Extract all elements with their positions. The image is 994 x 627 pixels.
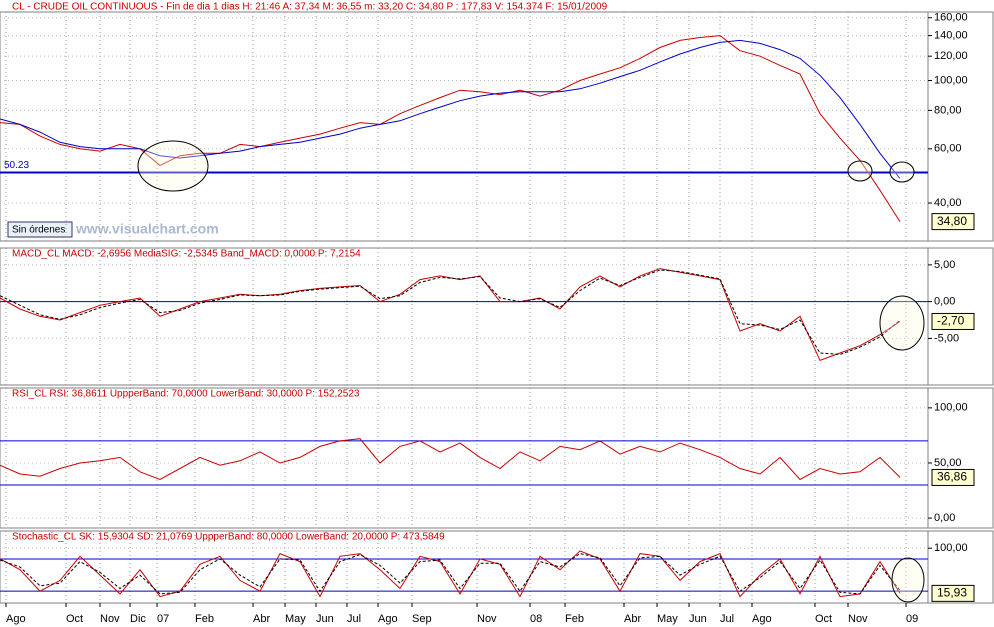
x-tick-label: Ago <box>752 613 772 625</box>
y-tick-label: 0,00 <box>934 512 955 524</box>
y-tick-label: 0,00 <box>934 296 955 308</box>
x-tick-label: 08 <box>530 613 542 625</box>
x-tick-label: May <box>657 613 678 625</box>
x-tick-label: Ago <box>378 613 398 625</box>
panel-frame <box>0 530 994 604</box>
current-value-label: 36,86 <box>937 470 967 484</box>
x-tick-label: 09 <box>906 613 918 625</box>
annotation-ellipse <box>889 161 915 183</box>
x-tick-label: Oct <box>815 613 832 625</box>
x-tick-label: Jun <box>689 613 707 625</box>
series-line <box>0 39 901 179</box>
orders-button-label[interactable]: Sin órdenes <box>12 225 65 236</box>
current-value-box <box>931 584 975 602</box>
y-tick-label: 140,00 <box>934 29 968 41</box>
x-tick-label: Jul <box>347 613 361 625</box>
x-tick-label: 07 <box>157 613 169 625</box>
series-line <box>0 269 901 356</box>
series-line <box>0 438 901 481</box>
current-value-box <box>931 312 975 330</box>
panel-frame <box>0 11 994 242</box>
x-tick-label: Feb <box>195 613 214 625</box>
panel-title: RSI_CL RSI: 36,8611 UppperBand: 70,0000 … <box>12 389 360 400</box>
current-value-label: -2,70 <box>937 314 965 328</box>
x-tick-label: Dic <box>130 613 146 625</box>
current-value-label: 15,93 <box>937 586 967 600</box>
x-tick-label: Feb <box>565 613 584 625</box>
level-label: 50.23 <box>4 160 29 171</box>
y-tick-label: 100,00 <box>934 402 968 414</box>
y-tick-label: 100,00 <box>934 74 968 86</box>
y-tick-label: 5,00 <box>934 259 955 271</box>
panel-title: Stochastic_CL SK: 15,9304 SD: 21,0769 Up… <box>12 532 445 543</box>
annotation-ellipse <box>847 160 873 182</box>
series-line <box>0 35 901 222</box>
x-tick-label: Nov <box>100 613 120 625</box>
x-tick-label: Jun <box>316 613 334 625</box>
x-tick-label: Ago <box>6 613 26 625</box>
annotation-ellipse <box>879 295 925 351</box>
series-line <box>0 553 901 595</box>
x-tick-label: Nov <box>477 613 497 625</box>
x-tick-label: May <box>285 613 306 625</box>
y-tick-label: 40,00 <box>934 197 962 209</box>
x-tick-label: Abr <box>624 613 641 625</box>
x-tick-label: Sep <box>412 613 432 625</box>
y-tick-label: 120,00 <box>934 50 968 62</box>
y-tick-label: -5,00 <box>934 332 959 344</box>
panel-frame <box>0 387 994 529</box>
y-tick-label: 160,00 <box>934 12 968 24</box>
x-tick-label: Abr <box>253 613 270 625</box>
orders-button[interactable] <box>7 221 73 238</box>
current-value-label: 34,80 <box>937 214 967 228</box>
y-tick-label: 60,00 <box>934 143 962 155</box>
current-value-box <box>931 468 975 486</box>
annotations <box>137 140 925 603</box>
x-tick-label: Jul <box>720 613 734 625</box>
panel-title: MACD_CL MACD: -2,6956 MediaSIG: -2,5345 … <box>12 249 361 260</box>
annotation-ellipse <box>137 140 209 192</box>
x-tick-label: Nov <box>848 613 868 625</box>
y-tick-label: 50,00 <box>934 457 962 469</box>
panel-frame <box>0 247 994 386</box>
y-tick-label: 80,00 <box>934 104 962 116</box>
current-value-box <box>931 213 975 231</box>
watermark: www.visualchart.com <box>75 221 219 237</box>
annotation-ellipse <box>891 557 925 603</box>
y-tick-label: 100,00 <box>934 542 968 554</box>
x-tick-label: Oct <box>66 613 83 625</box>
series-line <box>0 550 901 598</box>
chart-header: CL - CRUDE OIL CONTINUOUS - Fin de dia 1… <box>12 2 608 13</box>
